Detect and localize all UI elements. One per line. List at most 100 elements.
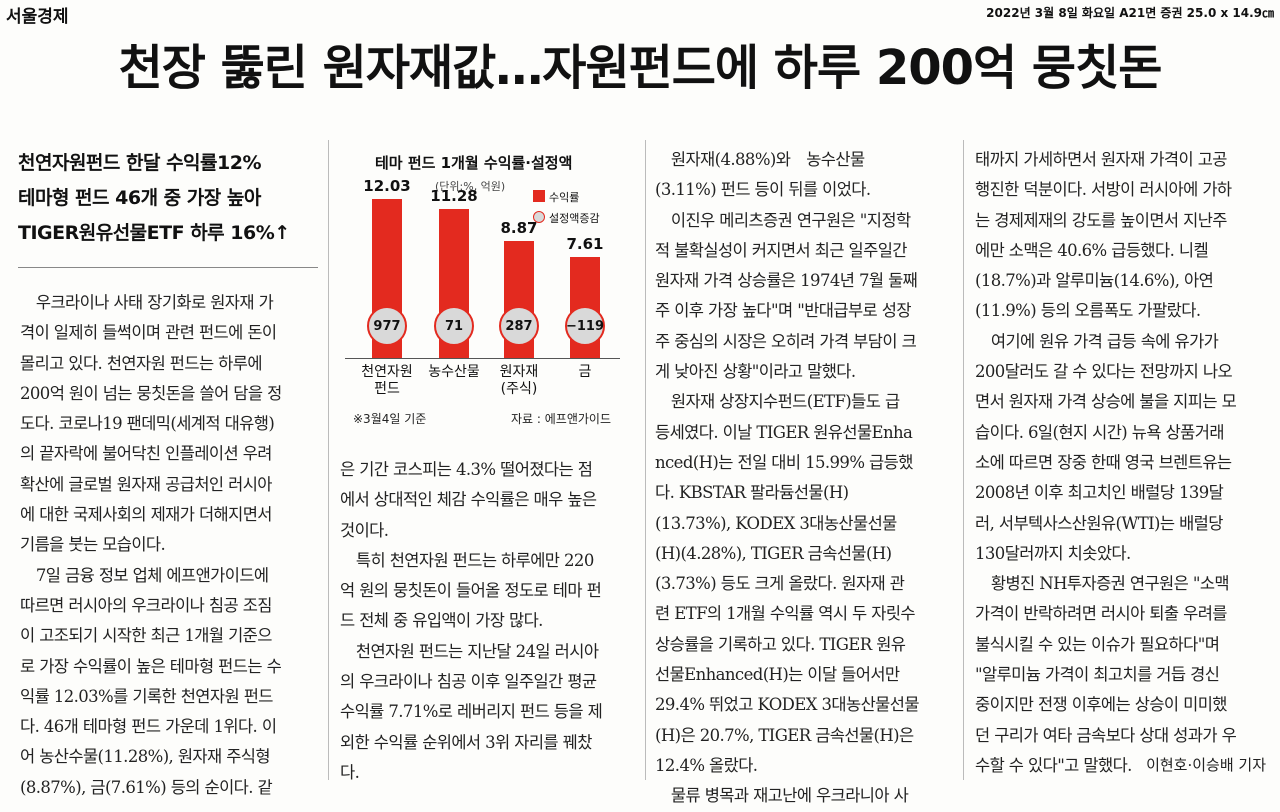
article-line: 몰리고 있다. 천연자원 펀드는 하루에	[20, 353, 263, 373]
article-line: (11.9%) 등의 오름폭도 가팔랐다.	[975, 301, 1201, 321]
article-line: (18.7%)과 알루미늄(14.6%), 아연	[975, 271, 1214, 291]
dateline: 2022년 3월 8일 화요일 A21면 증권 25.0 x 14.9㎝	[986, 6, 1274, 20]
article-line: 기름을 붓는 모습이다.	[20, 535, 166, 555]
article-line: 주 이후 가장 높다"며 "반대급부로 성장	[655, 301, 912, 321]
article-line: 물류 병목과 재고난에 우크라니아 사	[655, 786, 909, 806]
legend-label-aum: 설정액증감	[549, 212, 600, 225]
subheadline-2: 테마형 펀드 46개 중 가장 높아	[18, 187, 261, 209]
article-line: "알루미늄 가격이 최고치를 거듭 경신	[975, 665, 1220, 685]
column-divider	[963, 140, 964, 780]
article-line: 선물Enhanced(H)는 이달 들어서만	[655, 665, 900, 685]
article-line: 도다. 코로나19 팬데믹(세계적 대유행)	[20, 414, 275, 434]
article-line: nced(H)는 전일 대비 15.99% 급등했	[655, 452, 913, 472]
article-line: 것이다.	[340, 520, 389, 540]
article-line: 상승률을 기록하고 있다. TIGER 원유	[655, 634, 906, 654]
subheadline-3: TIGER원유선물ETF 하루 16%↑	[18, 222, 290, 244]
article-line: 련 ETF의 1개월 수익률 역시 두 자릿수	[655, 604, 916, 624]
article-line: (13.73%), KODEX 3대농산물선물	[655, 513, 897, 533]
article-line: 적 불확실성이 커지면서 최근 일주일간	[655, 240, 907, 260]
article-line: 12.4% 올랐다.	[655, 755, 758, 775]
chart-aum-circle: 71	[434, 306, 474, 346]
article-line: 다.	[340, 762, 360, 782]
article-line: 다. KBSTAR 팔라듐선물(H)	[655, 483, 849, 503]
subheadline-block: 천연자원펀드 한달 수익률12% 테마형 펀드 46개 중 가장 높아 TIGE…	[18, 146, 318, 251]
article-line: 의 끝자락에 불어닥친 인플레이션 우려	[20, 444, 272, 464]
article-line: 특히 천연자원 펀드는 하루에만 220	[340, 550, 594, 570]
article-line: 습이다. 6일(현지 시간) 뉴욕 상품거래	[975, 422, 1225, 442]
article-line: 7일 금융 정보 업체 에프앤가이드에	[20, 565, 269, 585]
article-line: 면서 원자재 가격 상승에 불을 지피는 모	[975, 392, 1237, 412]
chart-value-label: 12.03	[363, 177, 411, 196]
article-line: 행진한 덕분이다. 서방이 러시아에 가하	[975, 180, 1232, 200]
article-line: 태까지 가세하면서 원자재 가격이 고공	[975, 150, 1227, 169]
chart-source: 자료 : 에프앤가이드	[511, 412, 611, 426]
legend-swatch-return	[533, 190, 545, 202]
article-line: 황병진 NH투자증권 연구원은 "소맥	[975, 574, 1230, 594]
chart-unit: (단위:%, 억원)	[435, 180, 506, 193]
article-line: 가격이 반락하려면 러시아 퇴출 우려를	[975, 604, 1227, 624]
article-line: 200억 원이 넘는 뭉칫돈을 쓸어 담을 정	[20, 383, 282, 403]
article-line: 에만 소맥은 40.6% 급등했다. 니켈	[975, 240, 1209, 260]
deck-rule	[18, 267, 318, 268]
article-line: 에 대한 국제사회의 제재가 더해지면서	[20, 505, 272, 525]
article-line: (H)은 20.7%, TIGER 금속선물(H)은	[655, 725, 914, 745]
article-line: 는 경제제재의 강도를 높이면서 지난주	[975, 210, 1227, 230]
article-column-3: 원자재(4.88%)와 농수산물 (3.11%) 펀드 등이 뒤를 이었다. 이진…	[655, 145, 920, 812]
article-line: 외한 수익률 순위에서 3위 자리를 꿰찼	[340, 732, 592, 752]
article-line: 에서 상대적인 체감 수익률은 매우 높은	[340, 490, 597, 510]
article-line: 이 고조되기 시작한 최근 1개월 기준으	[20, 626, 272, 646]
article-line: 불식시킬 수 있는 이슈가 필요하다"며	[975, 634, 1220, 654]
legend-label-return: 수익률	[549, 191, 580, 204]
article-line: 이진우 메리츠증권 연구원은 "지정학	[655, 210, 911, 230]
article-line: 천연자원 펀드는 지난달 24일 러시아	[340, 641, 599, 661]
article-line: 러, 서부텍사스산원유(WTI)는 배럴당	[975, 513, 1223, 533]
masthead: 서울경제	[6, 7, 69, 27]
article-line: (H)(4.28%), TIGER 금속선물(H)	[655, 543, 892, 563]
article-line: 원자재 가격 상승률은 1974년 7월 둘째	[655, 271, 918, 291]
chart-category-label: 금	[578, 364, 592, 380]
chart-category-label: 천연자원 펀드	[361, 364, 413, 397]
article-line: 수할 수 있다"고 말했다.	[975, 755, 1132, 775]
article-line: 29.4% 뛰었고 KODEX 3대농산물선물	[655, 695, 920, 715]
chart-aum-circle: 287	[499, 306, 539, 346]
article-line: 로 가장 수익률이 높은 테마형 펀드는 수	[20, 656, 282, 676]
article-line: 격이 일제히 들썩이며 관련 펀드에 돈이	[20, 323, 277, 343]
chart-category-label: 원자재 (주식)	[499, 364, 539, 397]
chart-aum-circle: 977	[367, 306, 407, 346]
article-line: 던 구리가 여타 금속보다 상대 성과가 우	[975, 725, 1237, 745]
article-line: 게 낮아진 상황"이라고 말했다.	[655, 362, 856, 382]
article-line: 어 농산수물(11.28%), 원자재 주식형	[20, 747, 271, 767]
article-line: 확산에 글로벌 원자재 공급처인 러시아	[20, 474, 272, 494]
article-line: (3.11%) 펀드 등이 뒤를 이었다.	[655, 180, 871, 200]
article-line: 주 중심의 시장은 오히려 가격 부담이 크	[655, 331, 917, 351]
headline: 천장 뚫린 원자재값…자원펀드에 하루 200억 뭉칫돈	[118, 40, 1163, 96]
article-line: 여기에 원유 가격 급등 속에 유가가	[975, 331, 1219, 351]
subheadline-1: 천연자원펀드 한달 수익률12%	[18, 152, 262, 174]
article-line: 소에 따르면 장중 한때 영국 브렌트유는	[975, 452, 1232, 472]
article-line: 원자재(4.88%)와 농수산물	[655, 150, 865, 169]
article-line: 따르면 러시아의 우크라이나 침공 조짐	[20, 595, 272, 615]
column-divider	[645, 140, 646, 780]
chart-value-label: 7.61	[566, 235, 604, 254]
article-line: 억 원의 뭉칫돈이 들어올 정도로 테마 펀	[340, 581, 602, 601]
chart-aum-circle: −119	[565, 306, 605, 346]
legend-swatch-aum	[533, 211, 545, 223]
column-divider	[328, 140, 329, 780]
chart-value-label: 8.87	[500, 218, 538, 237]
chart: 테마 펀드 1개월 수익률·설정액 (단위:%, 억원) 수익률 설정액증감 ※…	[335, 140, 635, 440]
article-line: 수익률 7.71%로 레버리지 펀드 등을 제	[340, 702, 603, 722]
article-line: 은 기간 코스피는 4.3% 떨어졌다는 점	[340, 460, 593, 479]
article-line: (8.87%), 금(7.61%) 등의 순이다. 같	[20, 777, 273, 797]
article-line: 우크라이나 사태 장기화로 원자재 가	[20, 293, 274, 312]
article-line: 의 우크라이나 침공 이후 일주일간 평균	[340, 672, 597, 692]
byline: 이현호·이승배 기자	[1146, 756, 1266, 774]
article-line: 익률 12.03%를 기록한 천연자원 펀드	[20, 686, 273, 706]
chart-value-label: 11.28	[430, 186, 478, 205]
chart-category-label: 농수산물	[428, 364, 480, 380]
chart-baseline	[345, 358, 620, 359]
article-line: 원자재 상장지수펀드(ETF)들도 급	[655, 392, 900, 412]
article-line: 다. 46개 테마형 펀드 가운데 1위다. 이	[20, 717, 277, 737]
